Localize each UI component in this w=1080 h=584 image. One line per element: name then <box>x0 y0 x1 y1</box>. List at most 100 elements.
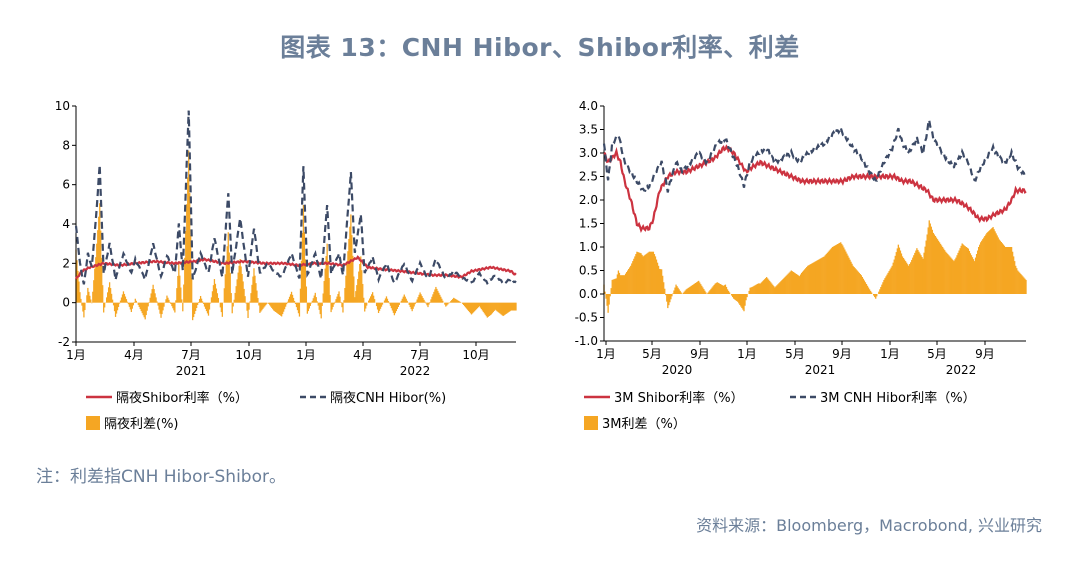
spread-bar <box>421 296 423 303</box>
spread-bar <box>846 253 848 294</box>
x-tick-label: 10月 <box>235 348 262 362</box>
spread-bar <box>493 302 495 311</box>
spread-bar <box>745 294 747 301</box>
spread-bar <box>210 297 213 303</box>
spread-bar <box>650 251 653 294</box>
spread-bar <box>629 267 631 294</box>
spread-bar <box>491 302 493 314</box>
spread-bar <box>814 261 816 294</box>
spread-bar <box>973 261 976 294</box>
spread-bar <box>99 203 101 303</box>
spread-bar <box>807 265 809 294</box>
spread-bar <box>934 236 937 294</box>
spread-bar <box>144 302 146 320</box>
spread-bar <box>627 270 629 294</box>
spread-bar <box>933 234 936 294</box>
spread-bar <box>774 287 776 294</box>
spread-bar <box>817 259 819 294</box>
spread-bar <box>699 282 701 294</box>
spread-bar <box>685 289 688 294</box>
spread-bar <box>900 253 903 294</box>
spread-bar <box>300 260 303 303</box>
spread-bar <box>615 278 618 294</box>
spread-bar <box>405 298 407 303</box>
spread-bar <box>158 302 160 310</box>
spread-bar <box>488 302 490 317</box>
spread-bar <box>275 302 277 313</box>
spread-bar <box>494 302 496 310</box>
spread-bar <box>262 302 264 309</box>
spread-bar <box>662 275 664 294</box>
spread-bar <box>861 276 864 294</box>
spread-bar <box>828 250 831 294</box>
spread-bar <box>639 252 641 294</box>
spread-bar <box>163 302 165 307</box>
spread-bar <box>418 294 420 303</box>
spread-bar <box>760 282 763 294</box>
spread-bar <box>920 255 922 294</box>
spread-bar <box>271 302 273 308</box>
spread-bar <box>102 285 104 303</box>
spread-bar <box>134 298 136 303</box>
spread-bar <box>716 282 718 294</box>
spread-bar <box>935 237 938 294</box>
spread-bar <box>781 280 783 294</box>
spread-bar <box>223 288 225 303</box>
spread-bar <box>773 286 775 294</box>
spread-bar <box>989 229 991 294</box>
spread-bar <box>445 302 447 307</box>
spread-bar <box>738 294 740 304</box>
spread-bar <box>506 302 508 314</box>
spread-bar <box>646 253 648 294</box>
spread-bar <box>291 294 294 303</box>
spread-bar <box>622 275 625 294</box>
spread-bar <box>213 279 216 303</box>
spread-bar <box>423 299 425 303</box>
spread-bar <box>286 301 289 303</box>
spread-bar <box>721 285 724 294</box>
spread-bar <box>133 302 135 303</box>
spread-bar <box>206 302 209 314</box>
spread-bar <box>959 248 961 294</box>
spread-bar <box>508 302 510 312</box>
y-tick-label: 10 <box>55 99 70 113</box>
spread-bar <box>84 302 86 311</box>
spread-bar <box>220 302 222 313</box>
spread-bar <box>112 302 115 306</box>
spread-bar <box>644 254 646 294</box>
spread-bar <box>1024 278 1026 294</box>
spread-bar <box>625 272 628 294</box>
y-tick-label: 8 <box>62 138 70 152</box>
spread-bar <box>416 299 418 303</box>
spread-bar <box>372 295 375 303</box>
y-tick-label: 1.0 <box>579 240 598 254</box>
spread-bar <box>937 240 940 294</box>
spread-bar <box>89 295 91 303</box>
spread-bar <box>208 302 211 310</box>
spread-bar <box>195 302 198 308</box>
spread-bar <box>487 302 489 317</box>
spread-bar <box>909 264 911 294</box>
spread-bar <box>392 302 395 313</box>
spread-bar <box>977 247 980 294</box>
spread-bar <box>130 302 133 313</box>
spread-bar <box>925 240 927 294</box>
spread-bar <box>611 279 613 294</box>
spread-bar <box>248 302 250 310</box>
spread-bar <box>623 275 626 294</box>
spread-bar <box>324 268 326 303</box>
spread-bar <box>266 302 268 304</box>
spread-bar <box>677 287 679 294</box>
spread-bar <box>165 299 167 303</box>
spread-bar <box>353 276 355 303</box>
spread-bar <box>997 237 999 294</box>
spread-bar <box>202 302 205 304</box>
spread-bar <box>325 256 327 303</box>
spread-bar <box>200 298 203 303</box>
spread-bar <box>414 302 416 305</box>
spread-bar <box>918 251 920 294</box>
spread-bar <box>988 230 990 294</box>
spread-bar <box>883 279 885 294</box>
spread-bar <box>1010 247 1013 294</box>
